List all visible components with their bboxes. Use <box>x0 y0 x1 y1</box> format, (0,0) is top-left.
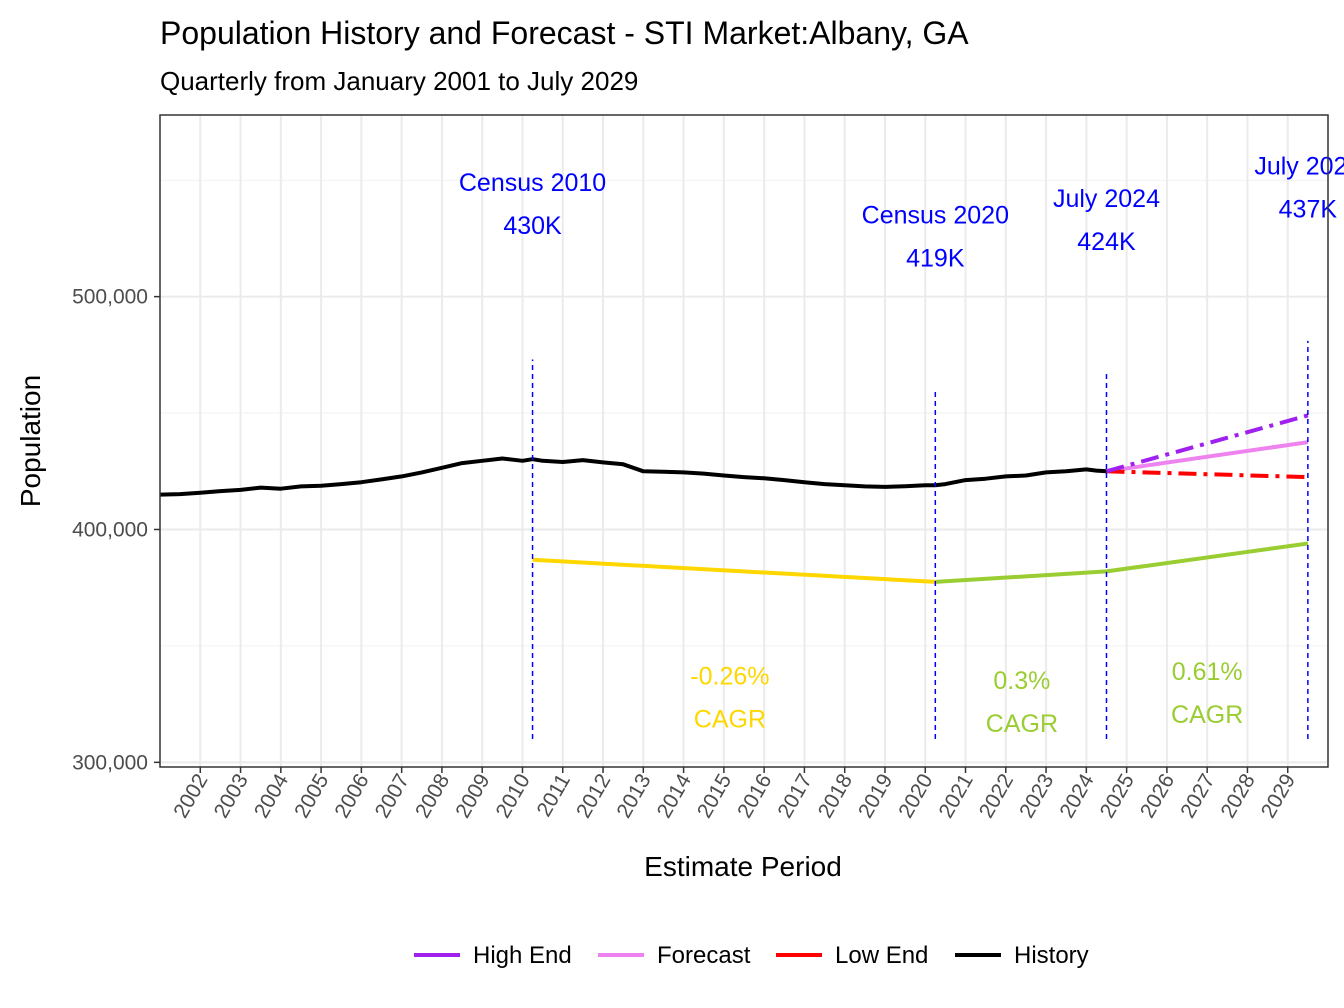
chart-subtitle: Quarterly from January 2001 to July 2029 <box>160 66 638 96</box>
x-tick-label: 2004 <box>250 770 293 822</box>
annotation-layer: Census 2010 430K Census 2020 419K July 2024 4… <box>459 153 1344 739</box>
series-line-forecast <box>1106 440 1309 474</box>
x-tick-label: 2011 <box>533 770 576 821</box>
annotation-value: CAGR <box>1171 701 1243 729</box>
x-tick-label: 2020 <box>894 770 937 822</box>
y-tick-label: 300,000 <box>72 751 148 774</box>
x-tick-label: 2023 <box>1015 770 1058 822</box>
grid-lines <box>160 115 1328 767</box>
x-tick-label: 2029 <box>1257 770 1300 822</box>
annotation-value: CAGR <box>986 710 1058 738</box>
x-axis: 2002200320042005200620072008200920102011… <box>169 767 1300 822</box>
x-tick-label: 2016 <box>733 770 776 822</box>
y-axis: 300,000 400,000 500,000 <box>72 286 160 774</box>
x-tick-label: 2006 <box>330 770 373 822</box>
x-tick-label: 2010 <box>492 770 535 822</box>
annotation-label: Census 2020 <box>862 201 1009 229</box>
x-tick-label: 2009 <box>451 770 494 822</box>
x-tick-label: 2025 <box>1096 770 1139 822</box>
x-tick-label: 2021 <box>935 770 978 822</box>
annotation-value: 424K <box>1077 228 1136 256</box>
panel-border <box>159 114 1329 768</box>
annotation-label: -0.26% <box>690 662 769 690</box>
annotation-label: 0.3% <box>993 667 1050 695</box>
legend-label: Forecast <box>657 942 751 969</box>
x-tick-label: 2008 <box>411 770 454 822</box>
series-line-cagr-2010-2020 <box>532 557 936 584</box>
x-tick-label: 2017 <box>773 770 816 822</box>
x-tick-label: 2022 <box>975 770 1018 822</box>
x-tick-label: 2018 <box>814 770 857 822</box>
x-tick-label: 2024 <box>1055 770 1098 822</box>
reference-lines <box>531 340 1309 740</box>
series-line-history <box>159 456 1107 497</box>
x-tick-label: 2027 <box>1176 770 1219 822</box>
annotation-value: 419K <box>906 244 965 272</box>
annotation-value: 430K <box>503 212 562 240</box>
y-tick-label: 400,000 <box>72 518 148 541</box>
y-tick-label: 500,000 <box>72 286 148 309</box>
x-tick-label: 2012 <box>572 770 615 822</box>
x-tick-label: 2028 <box>1217 770 1260 822</box>
legend-label: Low End <box>835 942 928 969</box>
x-tick-label: 2013 <box>612 770 655 822</box>
x-tick-label: 2007 <box>371 770 414 822</box>
annotation-label: July 2029 <box>1254 153 1344 181</box>
y-axis-title: Population <box>15 375 46 507</box>
series-line-cagr-2020-2029 <box>935 541 1309 584</box>
x-tick-label: 2014 <box>653 770 696 822</box>
series-line-low-end <box>1106 469 1308 480</box>
x-tick-label: 2002 <box>169 770 212 822</box>
x-tick-label: 2019 <box>854 770 897 822</box>
annotation-value: CAGR <box>694 705 766 733</box>
legend-label: High End <box>473 942 572 969</box>
annotation-label: 0.61% <box>1172 658 1243 686</box>
legend-label: History <box>1014 942 1089 969</box>
x-tick-label: 2005 <box>290 770 333 822</box>
x-tick-label: 2015 <box>693 770 736 822</box>
chart-title: Population History and Forecast - STI Ma… <box>160 15 969 51</box>
x-tick-label: 2026 <box>1136 770 1179 822</box>
annotation-label: July 2024 <box>1053 185 1160 213</box>
annotation-label: Census 2010 <box>459 169 606 197</box>
x-axis-title: Estimate Period <box>644 851 842 882</box>
legend: High End Forecast Low End History <box>414 942 1089 969</box>
x-tick-label: 2003 <box>210 770 253 822</box>
series-layer <box>159 413 1309 584</box>
